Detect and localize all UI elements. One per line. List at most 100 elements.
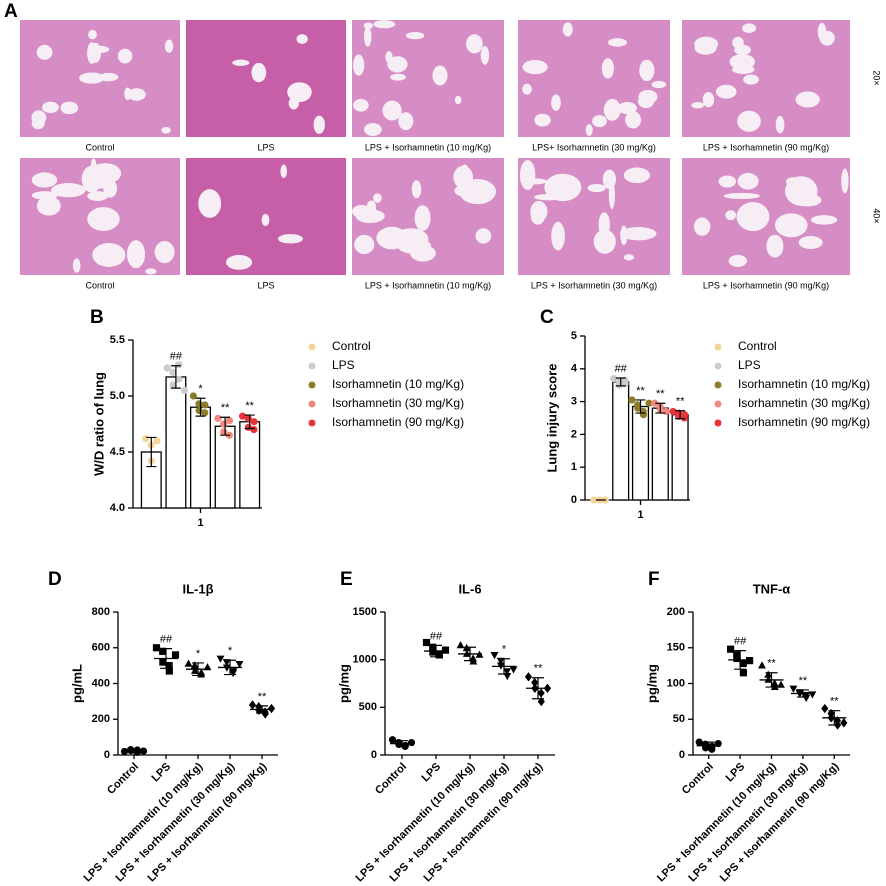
error-bar: [828, 710, 841, 726]
data-point: [407, 739, 416, 747]
significance: *: [198, 383, 203, 395]
error-bar: [532, 677, 544, 700]
legend-label: Control: [738, 339, 777, 353]
y-axis-label: pg/mg: [644, 664, 659, 703]
y-tick-label: 3: [571, 396, 577, 408]
airspace: [354, 234, 375, 255]
legend-label: Isorhamnetin (90 mg/Kg): [332, 415, 464, 429]
error-bar: [146, 436, 157, 468]
bar: [165, 376, 187, 509]
legend-label: LPS: [738, 358, 761, 372]
data-point: [169, 368, 177, 377]
airspace: [373, 20, 396, 29]
data-point: [222, 659, 231, 667]
significance: ##: [160, 634, 173, 646]
data-point: [695, 738, 703, 746]
data-point: [225, 417, 234, 425]
data-point: [184, 659, 193, 667]
image-caption: Control: [85, 142, 114, 152]
airspace: [736, 202, 770, 232]
data-point: [388, 736, 397, 744]
airspace: [373, 193, 382, 203]
significance: **: [767, 658, 776, 670]
data-point: [456, 641, 465, 649]
airspace: [411, 180, 422, 199]
airspace: [623, 167, 651, 184]
bar: [612, 381, 630, 501]
histology-image: [20, 158, 180, 275]
airspace: [737, 110, 761, 132]
airspace: [41, 101, 59, 113]
significance: *: [196, 648, 201, 660]
data-point: [821, 703, 829, 714]
data-point: [609, 375, 618, 383]
airspace: [90, 42, 102, 64]
airspace: [251, 62, 267, 83]
airspace: [551, 221, 565, 251]
legend-label: Isorhamnetin (90 mg/Kg): [738, 415, 870, 429]
data-point: [201, 401, 209, 409]
error-bar: [396, 740, 408, 748]
airspace: [280, 164, 288, 178]
data-point: [777, 680, 785, 688]
data-point: [159, 658, 167, 666]
y-tick-label: 1500: [353, 606, 377, 618]
data-point: [764, 675, 773, 683]
airspace: [585, 124, 593, 136]
panel-letter: F: [648, 569, 660, 590]
airspace: [387, 56, 408, 73]
airspace: [454, 95, 462, 105]
chart-panel: B W/D ratio of lung 4.0 4.5 5.0 5.5 Control ## L…: [90, 307, 464, 529]
airspace: [728, 254, 748, 267]
airspace: [522, 59, 548, 75]
airspace: [287, 82, 312, 103]
bar: [671, 414, 689, 501]
histology-image: [518, 20, 670, 137]
bar: [190, 406, 211, 509]
airspace: [161, 126, 171, 134]
airspace: [164, 39, 174, 53]
data-point: [441, 646, 450, 654]
airspace: [743, 74, 759, 85]
airspace: [382, 100, 402, 121]
data-point: [758, 661, 766, 669]
airspace: [551, 94, 561, 111]
image-caption: LPS + Isorhamnetin (30 mg/Kg): [531, 280, 657, 290]
airspace: [718, 175, 737, 188]
data-point: [531, 677, 539, 688]
histology-image: [352, 20, 504, 137]
image-caption: Control: [85, 280, 114, 290]
airspace: [639, 59, 655, 82]
error-bar: [615, 377, 626, 387]
data-point: [175, 375, 183, 383]
y-tick-label: 0: [679, 749, 685, 761]
airspace: [742, 23, 757, 34]
data-point: [197, 668, 206, 676]
y-tick-label: 2: [571, 428, 577, 440]
airspace: [607, 38, 628, 47]
legend-label: LPS: [332, 358, 355, 372]
x-tick-label: LPS + Isorhamnetin (90 mg/Kg): [146, 760, 270, 884]
airspace: [694, 41, 717, 55]
legend-swatch: [714, 343, 722, 351]
y-tick-label: 0: [371, 749, 377, 761]
y-tick-label: 600: [92, 642, 110, 654]
airspace: [414, 205, 431, 231]
y-tick-label: 200: [667, 606, 685, 618]
y-axis-label: W/D ratio of lung: [91, 372, 106, 476]
airspace: [353, 98, 369, 112]
x-tick-label: LPS + Isorhamnetin (10 mg/Kg): [82, 760, 206, 884]
chart-title: IL-1β: [182, 581, 213, 596]
error-bar: [734, 650, 747, 670]
airspace: [277, 234, 304, 244]
y-tick-label: 5.5: [110, 334, 125, 346]
legend-swatch: [714, 381, 722, 389]
x-tick-label: LPS + Isorhamnetin (10 mg/Kg): [655, 760, 779, 884]
data-point: [152, 644, 161, 652]
error-bar: [702, 741, 715, 750]
legend-swatch: [308, 381, 316, 389]
significance: ##: [430, 630, 443, 642]
x-tick-label: Control: [105, 761, 141, 797]
